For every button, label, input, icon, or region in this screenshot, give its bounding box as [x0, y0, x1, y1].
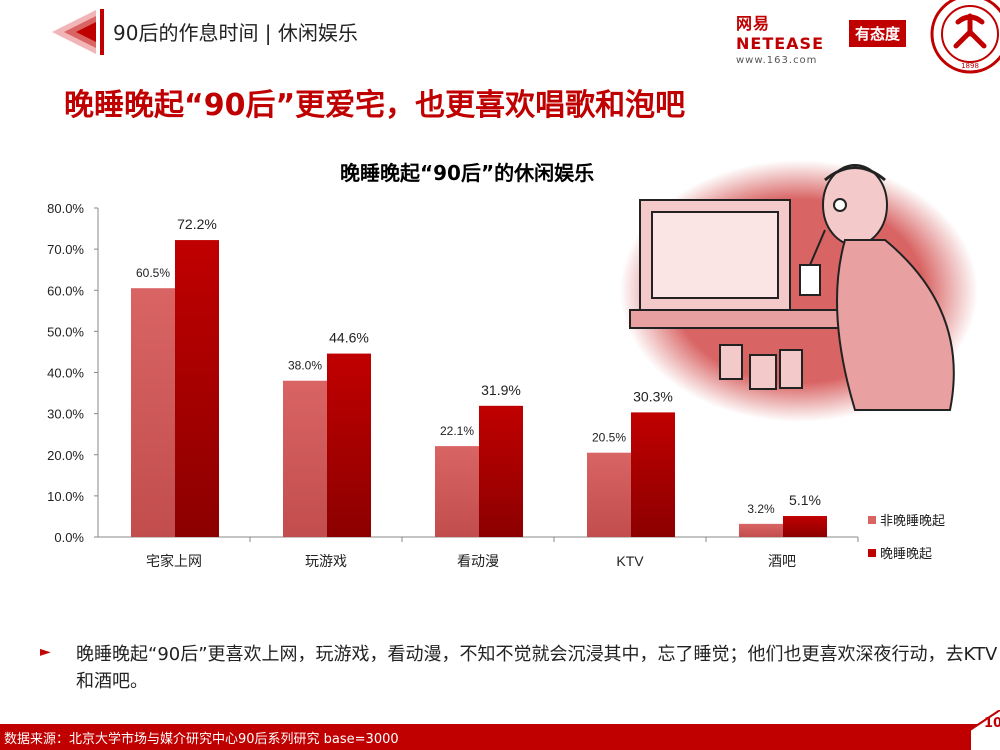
chart-title: 晚睡晚起“90后”的休闲娱乐 [340, 161, 595, 185]
bar [739, 523, 783, 537]
bar [327, 353, 371, 537]
data-label: 38.0% [288, 359, 322, 373]
legend-label: 非晚睡晚起 [880, 514, 946, 529]
data-label: 5.1% [789, 492, 821, 508]
footer-bar: 数据来源：北京大学市场与媒介研究中心90后系列研究 base=3000 [0, 724, 1000, 750]
cartoon-illustration [620, 160, 978, 422]
y-tick-label: 20.0% [47, 448, 84, 463]
bar-chart: 0.0% 10.0% 20.0% 30.0% 40.0% 50.0% 60.0% 70.0% 8… [47, 201, 859, 569]
data-label: 72.2% [177, 216, 217, 232]
y-tick-label: 30.0% [47, 407, 84, 422]
y-tick-label: 50.0% [47, 324, 84, 339]
netease-logo-en: NETEASE [736, 34, 824, 53]
page-headline: 晚睡晚起“90后”更爱宅，也更喜欢唱歌和泡吧 [64, 88, 686, 123]
bar [783, 516, 827, 537]
data-label: 3.2% [747, 502, 775, 516]
summary-note: 晚睡晚起“90后”更喜欢上网，玩游戏，看动漫，不知不觉就会沉浸其中，忘了睡觉；他… [76, 644, 998, 692]
netease-logo-cn: 网易 [736, 14, 771, 33]
data-source: 数据来源：北京大学市场与媒介研究中心90后系列研究 base=3000 [4, 732, 399, 747]
legend-label: 晚睡晚起 [880, 547, 933, 562]
y-tick-label: 70.0% [47, 242, 84, 257]
bullet-icon: ► [40, 644, 51, 660]
data-label: 60.5% [136, 266, 170, 280]
data-label: 44.6% [329, 330, 369, 346]
chart-legend: 非晚睡晚起 晚睡晚起 [868, 510, 945, 576]
legend-swatch [868, 548, 876, 557]
x-tick-label: 玩游戏 [305, 553, 347, 569]
netease-logo: 网易 NETEASE www.163.com [736, 10, 846, 66]
youtaidu-logo: 有态度 [849, 20, 907, 47]
bar [175, 240, 219, 537]
bar [283, 380, 327, 537]
y-tick-label: 10.0% [47, 489, 84, 504]
bar [631, 412, 675, 537]
data-label: 22.1% [440, 424, 474, 438]
data-label: 31.9% [481, 382, 521, 398]
data-label: 20.5% [592, 431, 626, 445]
pku-seal-logo: 1898 [930, 0, 1000, 74]
y-tick-label: 60.0% [47, 283, 84, 298]
bar [587, 452, 631, 537]
x-tick-label: 看动漫 [457, 553, 499, 569]
page-number: 10 [984, 716, 1000, 731]
bar [435, 446, 479, 537]
x-tick-label: 酒吧 [768, 553, 796, 569]
header-divider [100, 9, 104, 55]
y-tick-label: 0.0% [54, 530, 84, 545]
legend-item-series-2: 晚睡晚起 [868, 543, 945, 562]
bar [479, 405, 523, 537]
header-arrow-icon [52, 10, 96, 54]
header-title: 90后的作息时间 | 休闲娱乐 [113, 21, 358, 45]
x-tick-label: 宅家上网 [146, 553, 202, 569]
y-tick-label: 40.0% [47, 366, 84, 381]
page-number-tab [970, 710, 1000, 750]
legend-item-series-1: 非晚睡晚起 [868, 510, 945, 529]
x-tick-label: KTV [616, 553, 644, 569]
bar [131, 288, 175, 537]
data-label: 30.3% [633, 388, 673, 404]
y-tick-label: 80.0% [47, 201, 84, 216]
legend-swatch [868, 515, 876, 524]
netease-logo-url: www.163.com [736, 55, 818, 66]
pku-seal-year: 1898 [961, 62, 979, 70]
